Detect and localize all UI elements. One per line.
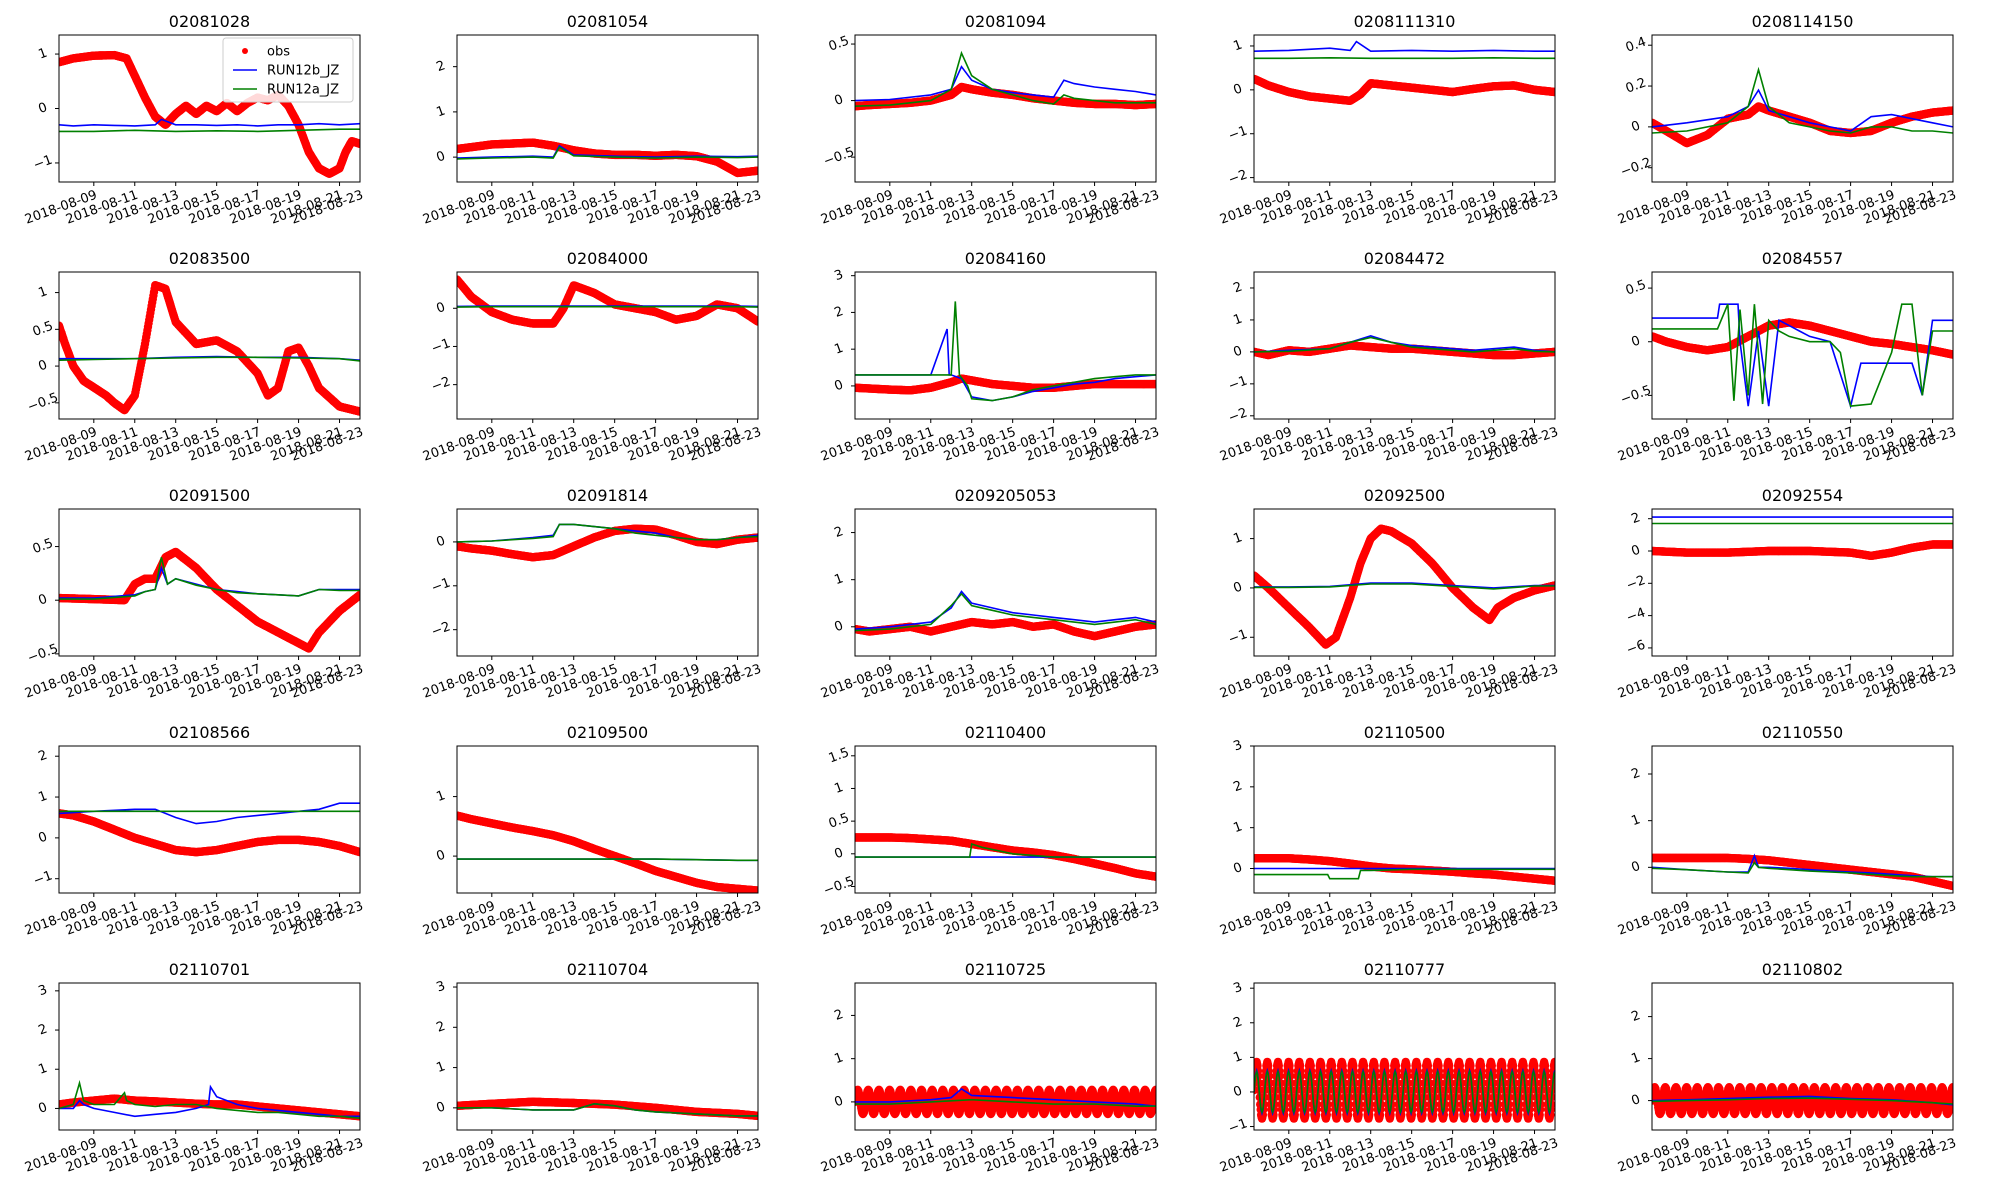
obs-point <box>753 317 758 326</box>
panel-title: 02084472 <box>1364 249 1445 268</box>
plot-area <box>1652 303 1953 410</box>
axes-frame <box>854 271 1157 420</box>
obs-point <box>1948 106 1953 115</box>
obs-point <box>1151 99 1156 109</box>
legend-label: RUN12b_JZ <box>267 64 339 79</box>
y-tick-label: −1 <box>31 153 54 174</box>
plot-area <box>457 275 758 328</box>
panels: 02081028−1012018-08-092018-08-112018-08-… <box>23 12 1958 1176</box>
axes-frame <box>1651 34 1954 183</box>
axes-frame <box>854 34 1157 183</box>
y-tick-label: 0.2 <box>1624 75 1649 96</box>
legend-label: RUN12a_JZ <box>267 83 339 98</box>
axes-frame <box>1253 34 1556 183</box>
series-RUN12b_JZ <box>1254 40 1555 53</box>
series-RUN12a_JZ <box>59 128 360 133</box>
y-tick-label: −1 <box>429 336 452 357</box>
axes-frame <box>456 34 759 183</box>
y-tick-label: −1 <box>1226 123 1249 144</box>
obs-point <box>1550 87 1555 97</box>
series-RUN12a_JZ <box>1652 66 1953 134</box>
axes-frame <box>58 271 361 420</box>
panel-title: 02083500 <box>169 249 250 268</box>
plot-area <box>855 301 1156 402</box>
y-tick-label: −2 <box>1226 167 1249 188</box>
y-tick-label: 0.5 <box>827 33 852 54</box>
plot-area <box>1652 66 1953 148</box>
series-obs <box>1254 74 1555 106</box>
series-obs <box>59 281 360 416</box>
series-RUN12b_JZ <box>855 65 1156 102</box>
y-tick-label: −1 <box>1226 374 1249 395</box>
series-RUN12a_JZ <box>855 50 1156 107</box>
axes-frame <box>1253 271 1556 420</box>
y-tick-label: −2 <box>1226 405 1249 426</box>
panel-title: 02084000 <box>567 249 648 268</box>
series-RUN12a_JZ <box>1254 56 1555 60</box>
panel-title: 02084160 <box>965 249 1046 268</box>
axes-frame <box>456 271 759 420</box>
plot-area <box>855 50 1156 111</box>
panel-title: 0208114150 <box>1752 12 1854 31</box>
panel-0208111310: 0208111310−2−1012018-08-092018-08-112018… <box>1218 12 1560 228</box>
series-RUN12a_JZ <box>457 146 758 160</box>
series-RUN12a_JZ <box>855 301 1156 402</box>
plot-area <box>59 50 360 178</box>
panel-title: 02081054 <box>567 12 648 31</box>
panel-title: 02081028 <box>169 12 250 31</box>
obs-point <box>753 166 758 175</box>
y-tick-label: 0.5 <box>31 319 56 340</box>
plot-area <box>59 281 360 416</box>
legend-label: obs <box>267 45 290 60</box>
y-tick-label: −2 <box>429 374 452 395</box>
y-tick-label: 0.4 <box>1624 35 1649 56</box>
obs-point <box>355 407 360 416</box>
plot-area <box>1254 335 1555 360</box>
panel-02081094: 02081094−0.500.52018-08-092018-08-112018… <box>819 12 1161 228</box>
series-RUN12a_JZ <box>59 356 360 362</box>
plot-area <box>1254 40 1555 106</box>
series-obs <box>59 50 360 178</box>
series-RUN12b_JZ <box>59 118 360 127</box>
plot-area <box>457 138 758 178</box>
panel-title: 02081094 <box>965 12 1046 31</box>
legend-box <box>222 37 354 103</box>
obs-point <box>1151 379 1156 389</box>
panel-title: 02084557 <box>1762 249 1843 268</box>
series-obs <box>1652 318 1953 359</box>
series-RUN12b_JZ <box>1652 88 1953 132</box>
panel-02083500: 02083500−0.500.512018-08-092018-08-11201… <box>23 249 365 465</box>
series-RUN12a_JZ <box>1254 336 1555 353</box>
obs-point <box>355 139 360 149</box>
legend-marker-obs <box>242 48 248 54</box>
legend: obs RUN12b_JZ RUN12a_JZ <box>222 37 354 103</box>
panel-title: 0208111310 <box>1354 12 1456 31</box>
